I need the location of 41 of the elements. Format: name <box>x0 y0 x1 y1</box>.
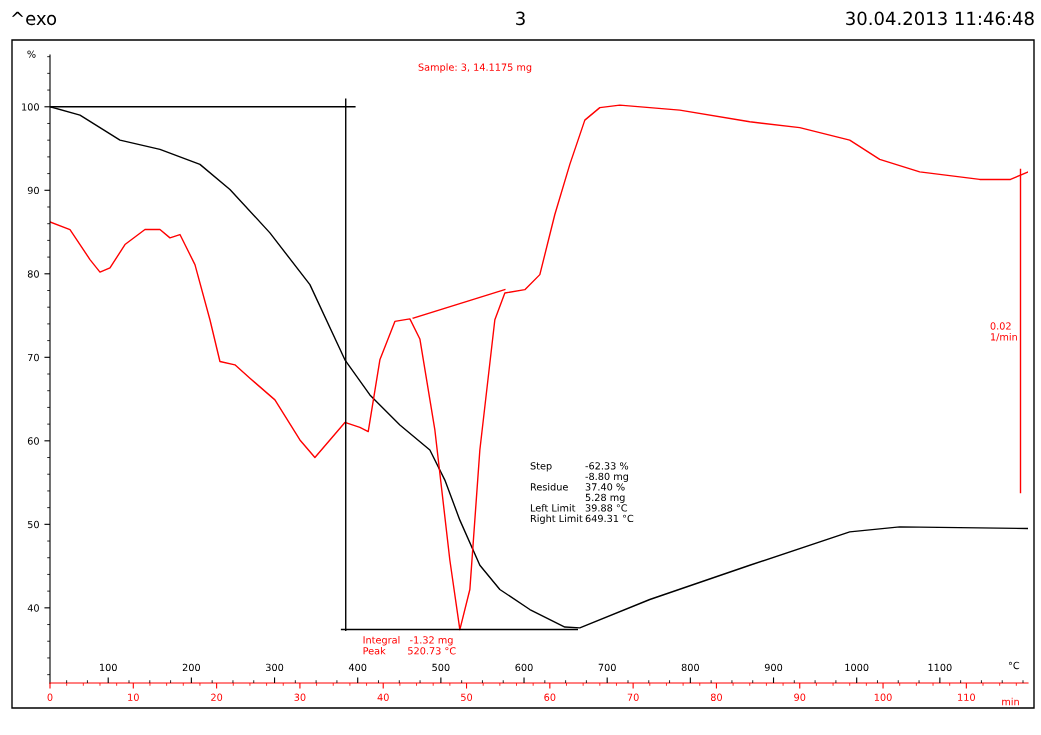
x-tick-label: 90 <box>794 693 806 701</box>
x2-tick-label: 1100 <box>928 663 952 672</box>
x-tick-label: 20 <box>211 693 223 701</box>
x2-tick-label: 700 <box>598 663 616 672</box>
x-tick-label: 60 <box>544 693 556 701</box>
x2-tick-label: 1000 <box>845 663 869 672</box>
y-tick-label: 90 <box>27 186 39 195</box>
x-tick-label: 50 <box>461 693 473 701</box>
x2-tick-label: 800 <box>681 663 699 672</box>
x2-tick-label: 400 <box>348 663 367 672</box>
text: ^exo <box>11 11 57 26</box>
y-tick-label: 70 <box>28 353 39 362</box>
x2-tick-label: 100 <box>100 663 117 672</box>
annotation: -62.33 % -8.80 mg 37.40 % 5.28 mg 39.88 °C 649.31 °C <box>585 462 634 523</box>
y-tick-label: 100 <box>22 103 39 111</box>
x-tick-label: 40 <box>377 693 389 701</box>
y-tick-label: 50 <box>27 520 39 529</box>
y-tick-label: 40 <box>27 604 39 612</box>
x2-tick-label: 600 <box>515 663 533 672</box>
annotation: Integral -1.32 mg Peak 520.73 °C <box>363 636 456 655</box>
x2-axis-title: °C <box>1008 661 1020 670</box>
text: Sample: 3, 14.1175 mg <box>418 63 532 73</box>
x-tick-label: 0 <box>47 693 53 701</box>
chart-title: 3 <box>516 11 525 26</box>
y-tick-label: 60 <box>27 437 39 445</box>
x2-tick-label: 500 <box>432 663 450 672</box>
x2-tick-label: 300 <box>266 663 284 672</box>
x-tick-label: 110 <box>958 693 975 701</box>
y-tick-label: 80 <box>27 270 39 278</box>
x-tick-label: 100 <box>874 693 892 701</box>
y-axis-title: % <box>27 50 36 58</box>
x-tick-label: 80 <box>710 693 722 701</box>
annotation: 0.02 1/min <box>990 322 1017 342</box>
x2-tick-label: 900 <box>764 663 783 672</box>
x-axis-title: min <box>1002 697 1019 706</box>
x-tick-label: 70 <box>627 693 639 701</box>
x2-tick-label: 200 <box>182 663 201 672</box>
x-tick-label: 10 <box>128 693 139 701</box>
x-tick-label: 30 <box>294 693 306 701</box>
text: Step Residue Left Limit Right Limit <box>530 462 583 524</box>
text: 30.04.2013 11:46:48 <box>846 11 1034 26</box>
